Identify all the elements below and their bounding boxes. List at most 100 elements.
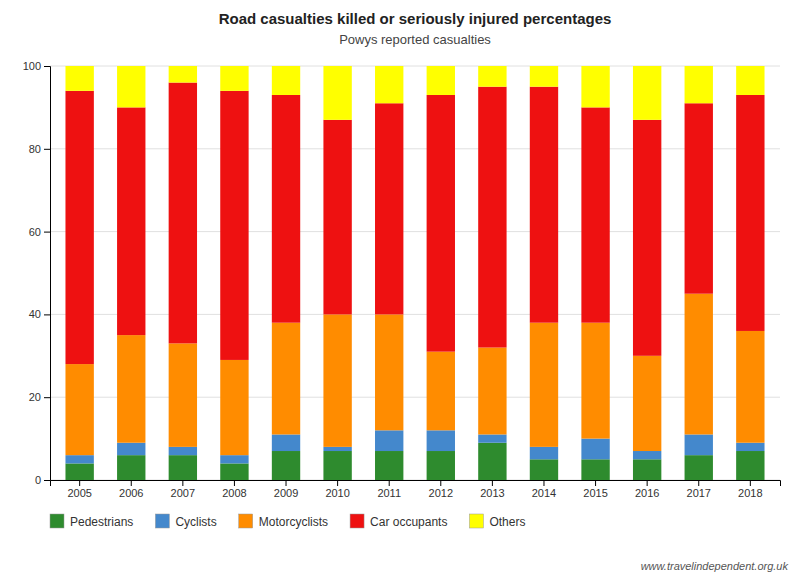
tick: 2010 (325, 480, 349, 499)
bar (375, 66, 403, 103)
bar (323, 314, 351, 446)
bar (478, 434, 506, 442)
bar (65, 463, 93, 480)
tick: 2005 (67, 480, 91, 499)
bar (736, 451, 764, 480)
bar (478, 443, 506, 480)
annotation: www.travelindependent.org.uk (641, 560, 789, 572)
tick-mark (492, 480, 493, 486)
tick-mark (440, 480, 441, 486)
bar (169, 343, 197, 447)
grid-line (50, 148, 780, 149)
bar (323, 447, 351, 451)
legend-label: Motorcyclists (259, 515, 328, 529)
tick: 2014 (532, 480, 556, 499)
tick-label: 2014 (532, 487, 556, 499)
tick-label: 2010 (325, 487, 349, 499)
bar (375, 103, 403, 314)
bar (169, 83, 197, 344)
bar (169, 447, 197, 455)
bar (736, 331, 764, 443)
bar (117, 66, 145, 107)
tick-mark (647, 480, 648, 486)
bars (65, 66, 764, 480)
tick: 20 (29, 391, 50, 403)
bar (65, 66, 93, 91)
legend-swatch (469, 514, 483, 528)
bar (220, 66, 248, 91)
bar (478, 66, 506, 87)
bar (530, 447, 558, 459)
tick-label: 2012 (429, 487, 453, 499)
bar (169, 66, 197, 83)
bar (685, 434, 713, 455)
bar (530, 323, 558, 447)
bar (427, 95, 455, 352)
y-axis: 0 20 40 60 80 100 (23, 60, 51, 486)
tick-label: 2018 (738, 487, 762, 499)
tick-label: 2016 (635, 487, 659, 499)
bar (375, 451, 403, 480)
bar (581, 459, 609, 480)
chart: Road casualties killed or seriously inju… (0, 0, 800, 580)
bar (65, 455, 93, 463)
legend-label: Others (489, 515, 525, 529)
tick-label: 2005 (67, 487, 91, 499)
bar (581, 66, 609, 107)
grid (50, 66, 780, 480)
bar (323, 451, 351, 480)
bar (117, 455, 145, 480)
legend-item: Cyclists (155, 514, 216, 529)
tick: 40 (29, 308, 50, 320)
tick: 60 (29, 226, 50, 238)
bar (633, 356, 661, 451)
bar (220, 463, 248, 480)
bar (633, 451, 661, 459)
bar (633, 66, 661, 120)
tick-mark (44, 149, 50, 150)
tick-label: 2008 (222, 487, 246, 499)
axis-line (44, 67, 51, 481)
tick-label: 2006 (119, 487, 143, 499)
bar (633, 120, 661, 356)
tick-label: 80 (29, 143, 41, 155)
bar (478, 348, 506, 435)
tick-mark (750, 480, 751, 486)
axis-line (51, 481, 781, 487)
tick-mark (44, 66, 50, 67)
bar (530, 459, 558, 480)
tick-label: 2007 (171, 487, 195, 499)
tick-label: 2017 (687, 487, 711, 499)
grid-line (50, 231, 780, 232)
title: Road casualties killed or seriously inju… (219, 10, 612, 27)
tick-label: 40 (29, 308, 41, 320)
bar (65, 364, 93, 455)
tick-mark (234, 480, 235, 486)
bar (427, 451, 455, 480)
bar (581, 439, 609, 460)
tick-label: 2015 (583, 487, 607, 499)
tick: 2018 (738, 480, 762, 499)
tick: 2017 (687, 480, 711, 499)
bar (685, 103, 713, 293)
tick: 2006 (119, 480, 143, 499)
bar (272, 451, 300, 480)
tick-mark (44, 397, 50, 398)
tick-mark (337, 480, 338, 486)
bar (169, 455, 197, 480)
tick-label: 0 (35, 474, 41, 486)
tick: 2011 (377, 480, 401, 499)
bar (685, 66, 713, 103)
tick: 100 (23, 60, 50, 72)
grid-line (50, 397, 780, 398)
bar (375, 314, 403, 430)
bar (323, 66, 351, 120)
bar (323, 120, 351, 315)
bar (272, 95, 300, 323)
series (65, 83, 764, 365)
legend-item: Car occupants (350, 514, 447, 529)
legend-swatch (239, 514, 253, 528)
bar (581, 107, 609, 322)
legend-label: Cyclists (175, 515, 216, 529)
bar (736, 443, 764, 451)
